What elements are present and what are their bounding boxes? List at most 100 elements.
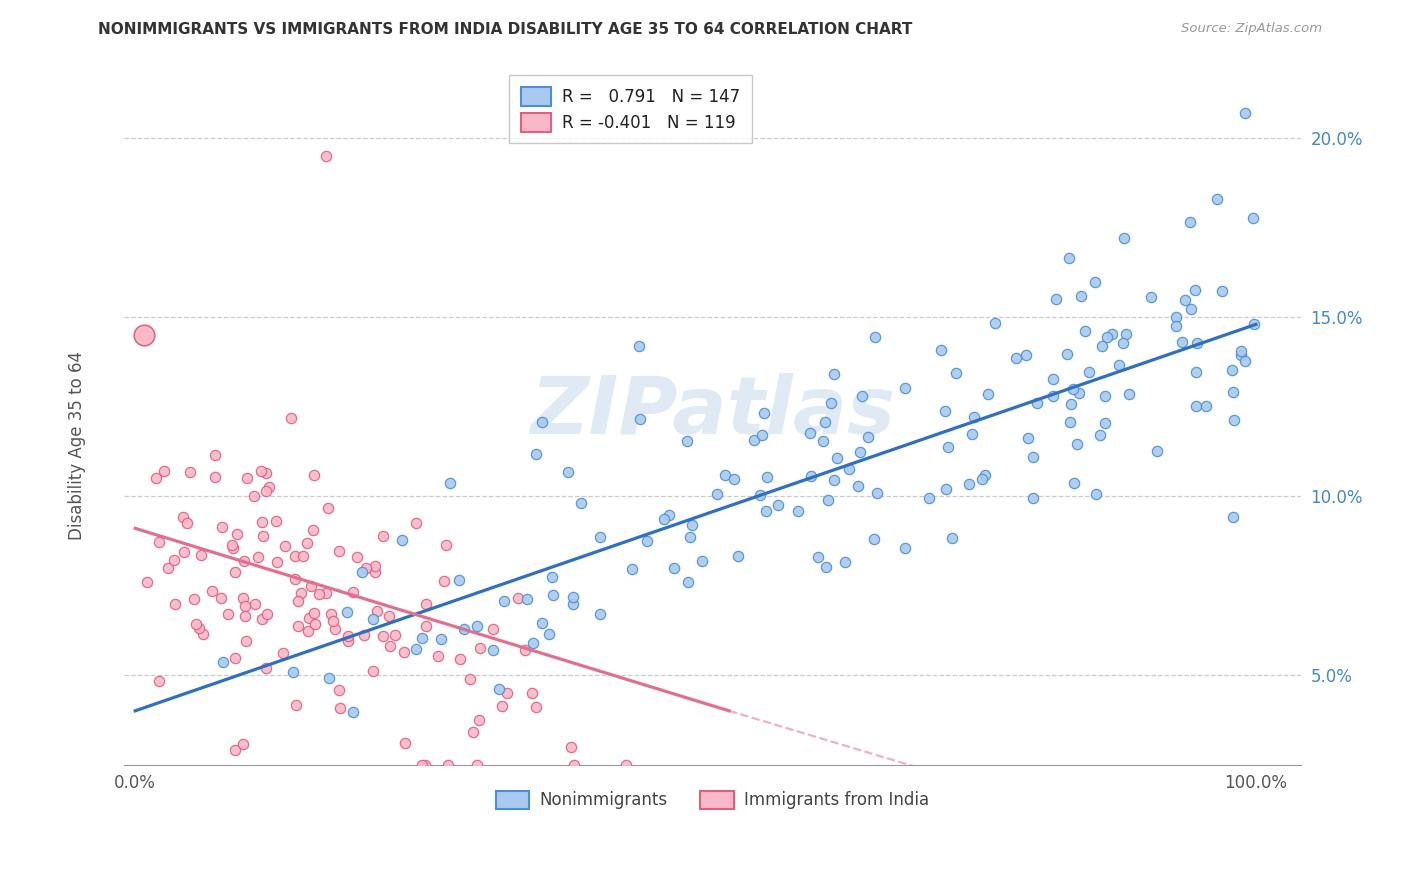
Point bbox=[318, 671, 340, 685]
Text: NONIMMIGRANTS VS IMMIGRANTS FROM INDIA DISABILITY AGE 35 TO 64 CORRELATION CHART: NONIMMIGRANTS VS IMMIGRANTS FROM INDIA D… bbox=[98, 22, 912, 37]
Point bbox=[557, 465, 579, 479]
Point bbox=[1118, 387, 1140, 401]
Point bbox=[811, 434, 834, 448]
Point bbox=[862, 532, 884, 546]
Point bbox=[302, 606, 325, 620]
Point bbox=[1164, 310, 1187, 324]
Point bbox=[963, 410, 986, 425]
Point bbox=[209, 591, 232, 605]
Point bbox=[1056, 347, 1078, 361]
Point bbox=[183, 592, 205, 607]
Point bbox=[931, 343, 953, 357]
Point bbox=[463, 725, 485, 739]
Point bbox=[264, 514, 287, 528]
Point bbox=[135, 575, 157, 590]
Point bbox=[706, 487, 728, 501]
Point bbox=[145, 471, 167, 485]
Point bbox=[224, 743, 246, 757]
Point bbox=[491, 699, 513, 714]
Point bbox=[561, 590, 583, 604]
Point bbox=[945, 366, 967, 380]
Point bbox=[1180, 301, 1202, 316]
Point bbox=[308, 587, 330, 601]
Point bbox=[935, 482, 957, 496]
Point bbox=[851, 388, 873, 402]
Point bbox=[1171, 334, 1194, 349]
Point bbox=[413, 757, 436, 772]
Point bbox=[411, 631, 433, 645]
Point bbox=[232, 591, 254, 606]
Point bbox=[465, 619, 488, 633]
Point bbox=[492, 594, 515, 608]
Point bbox=[679, 530, 702, 544]
Point bbox=[838, 462, 860, 476]
Point bbox=[274, 539, 297, 553]
Point bbox=[1220, 363, 1243, 377]
Point bbox=[250, 465, 273, 479]
Point bbox=[465, 757, 488, 772]
Point bbox=[354, 561, 377, 575]
Point bbox=[221, 538, 243, 552]
Point bbox=[394, 736, 416, 750]
Point bbox=[364, 565, 387, 579]
Point bbox=[960, 427, 983, 442]
Point bbox=[1085, 487, 1108, 501]
Point bbox=[211, 520, 233, 534]
Point bbox=[820, 396, 842, 410]
Point bbox=[1060, 397, 1083, 411]
Point bbox=[1233, 106, 1256, 120]
Point bbox=[1094, 416, 1116, 430]
Point bbox=[328, 543, 350, 558]
Point bbox=[755, 504, 778, 518]
Point bbox=[1114, 230, 1136, 244]
Point bbox=[373, 629, 395, 643]
Point bbox=[894, 381, 917, 395]
Point bbox=[292, 549, 315, 563]
Point bbox=[1185, 399, 1208, 413]
Point bbox=[254, 661, 277, 675]
Point bbox=[222, 541, 245, 555]
Point bbox=[513, 643, 536, 657]
Point bbox=[323, 622, 346, 636]
Point bbox=[384, 628, 406, 642]
Point bbox=[1077, 365, 1099, 379]
Point bbox=[172, 509, 194, 524]
Point bbox=[1101, 326, 1123, 341]
Point bbox=[316, 501, 339, 516]
Point bbox=[1223, 413, 1246, 427]
Point bbox=[1094, 389, 1116, 403]
Point bbox=[676, 574, 699, 589]
Point bbox=[233, 599, 256, 614]
Point bbox=[453, 622, 475, 636]
Point bbox=[179, 465, 201, 479]
Point bbox=[1115, 327, 1137, 342]
Point bbox=[391, 533, 413, 548]
Point bbox=[652, 511, 675, 525]
Point bbox=[1146, 444, 1168, 458]
Point bbox=[1066, 437, 1088, 451]
Point bbox=[204, 470, 226, 484]
Point bbox=[405, 516, 427, 530]
Point bbox=[846, 479, 869, 493]
Point bbox=[976, 387, 998, 401]
Point bbox=[153, 464, 176, 478]
Point bbox=[934, 404, 956, 418]
Point bbox=[458, 672, 481, 686]
Point bbox=[814, 560, 837, 574]
Point bbox=[284, 573, 307, 587]
Point bbox=[1062, 382, 1084, 396]
Point bbox=[1111, 336, 1133, 351]
Point bbox=[204, 448, 226, 462]
Point bbox=[346, 550, 368, 565]
Point bbox=[541, 570, 564, 584]
Point bbox=[212, 655, 235, 669]
Point bbox=[380, 640, 402, 654]
Point bbox=[662, 561, 685, 575]
Point bbox=[415, 619, 437, 633]
Point bbox=[201, 584, 224, 599]
Point bbox=[439, 475, 461, 490]
Point bbox=[1042, 389, 1064, 403]
Point bbox=[957, 477, 980, 491]
Point bbox=[449, 652, 471, 666]
Point bbox=[250, 515, 273, 529]
